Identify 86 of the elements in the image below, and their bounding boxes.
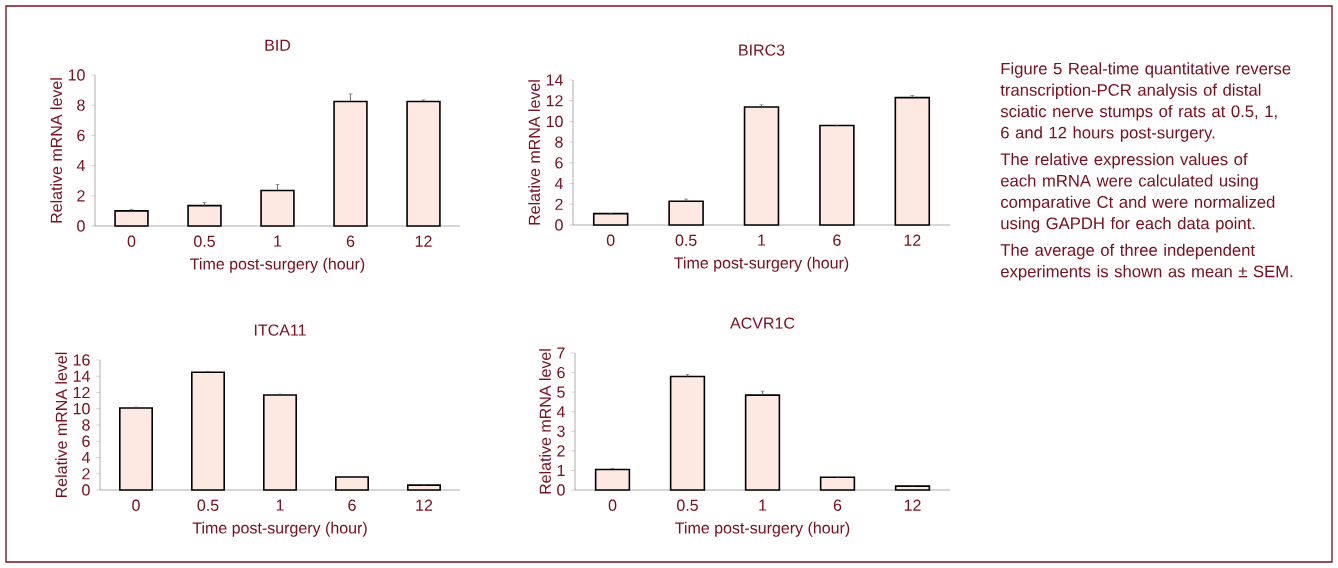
y-tick-label: 16 bbox=[73, 354, 90, 366]
y-axis-title: Relative mRNA level bbox=[528, 80, 540, 225]
x-tick-label: 6 bbox=[833, 499, 842, 511]
x-tick-label: 0.5 bbox=[197, 499, 219, 511]
y-tick-label: 8 bbox=[82, 419, 90, 431]
bar bbox=[894, 485, 931, 491]
text: The average of three independent experiments is shown as mean ± SEM. bbox=[1000, 243, 1293, 281]
y-tick-label: 2 bbox=[77, 190, 85, 202]
chart-title: BID bbox=[265, 39, 291, 51]
y-tick-label: 8 bbox=[77, 99, 85, 111]
x-tick-label: 12 bbox=[904, 499, 921, 511]
bar bbox=[592, 212, 629, 226]
x-tick-label: 0 bbox=[606, 234, 615, 246]
bar bbox=[894, 96, 931, 226]
y-tick-label: 6 bbox=[557, 366, 565, 379]
bar bbox=[743, 106, 780, 226]
x-tick-label: 1 bbox=[274, 235, 282, 247]
x-axis-title: Time post-surgery (hour) bbox=[674, 256, 849, 272]
y-tick-label: 4 bbox=[76, 160, 85, 172]
y-tick-label: 2 bbox=[555, 198, 563, 210]
caption: Figure 5 Real-time quantitative reverse transcription-PCR analysis of distal sciatic nerve stumps of rats at 0.5, 1, 6 and 12 hours post-surgery. bbox=[1000, 62, 1291, 142]
x-axis-title: Time post-surgery (hour) bbox=[190, 257, 365, 273]
x-tick-label: 1 bbox=[759, 499, 767, 511]
x-tick-label: 6 bbox=[346, 235, 355, 247]
y-tick-label: 6 bbox=[555, 157, 563, 169]
y-tick-label: 0 bbox=[557, 484, 565, 496]
y-tick-label: 12 bbox=[546, 95, 563, 107]
y-axis-title: Relative mRNA level bbox=[50, 78, 62, 223]
x-tick-label: 1 bbox=[758, 234, 766, 246]
x-tick-label: 0 bbox=[608, 499, 617, 511]
bar bbox=[819, 124, 855, 226]
bar bbox=[119, 407, 153, 491]
y-tick-label: 6 bbox=[82, 435, 90, 447]
y-tick-label: 6 bbox=[77, 129, 85, 142]
x-tick-label: 6 bbox=[348, 499, 356, 511]
text: The relative expression values of each mRNA were calculated using comparative Ct and were normalized using GAPDH for each data point. bbox=[1000, 152, 1275, 233]
bar bbox=[406, 100, 441, 227]
x-tick-label: 0.5 bbox=[677, 499, 698, 511]
y-tick-label: 0 bbox=[555, 219, 563, 231]
y-tick-label: 5 bbox=[557, 386, 565, 398]
x-tick-label: 1 bbox=[276, 499, 284, 511]
y-tick-label: 8 bbox=[555, 136, 563, 148]
x-tick-label: 12 bbox=[416, 499, 433, 511]
y-axis-title: Relative mRNA level bbox=[55, 352, 67, 498]
y-tick-label: 12 bbox=[73, 386, 90, 399]
y-tick-label: 10 bbox=[546, 115, 563, 128]
y-axis-title: Relative mRNA level bbox=[539, 349, 551, 494]
y-tick-label: 7 bbox=[557, 347, 565, 359]
bar bbox=[191, 371, 225, 491]
y-tick-label: 3 bbox=[557, 425, 565, 437]
bar bbox=[407, 484, 441, 491]
x-tick-label: 6 bbox=[833, 234, 841, 246]
bar bbox=[114, 210, 149, 227]
bar bbox=[187, 204, 222, 227]
chart-title: ACVR1C bbox=[730, 317, 795, 329]
x-axis-title: Time post-surgery (hour) bbox=[675, 521, 850, 537]
y-tick-label: 1 bbox=[557, 464, 565, 476]
y-tick-label: 14 bbox=[546, 74, 563, 86]
bar bbox=[669, 375, 706, 491]
y-tick-label: 10 bbox=[73, 403, 90, 415]
x-tick-label: 12 bbox=[415, 235, 432, 247]
bar bbox=[263, 394, 297, 491]
bar bbox=[260, 189, 295, 227]
y-tick-label: 10 bbox=[68, 69, 85, 81]
bar bbox=[333, 100, 368, 227]
y-tick-label: 4 bbox=[554, 178, 563, 190]
y-tick-label: 4 bbox=[556, 406, 565, 418]
y-tick-label: 0 bbox=[82, 484, 90, 496]
x-tick-label: 0.5 bbox=[675, 234, 697, 246]
y-tick-label: 14 bbox=[73, 370, 90, 382]
bar bbox=[594, 468, 631, 491]
bar bbox=[335, 476, 369, 491]
y-tick-label: 2 bbox=[82, 468, 90, 480]
x-tick-label: 0.5 bbox=[194, 235, 215, 247]
x-tick-label: 12 bbox=[904, 234, 921, 246]
x-tick-label: 0 bbox=[132, 499, 140, 511]
bar bbox=[668, 200, 704, 226]
chart-title: ITCA11 bbox=[254, 324, 306, 336]
chart-title: BIRC3 bbox=[739, 44, 785, 56]
x-tick-label: 0 bbox=[127, 235, 136, 247]
bar bbox=[744, 394, 781, 491]
x-axis-title: Time post-surgery (hour) bbox=[192, 521, 367, 537]
y-tick-label: 0 bbox=[77, 220, 85, 232]
bar bbox=[819, 476, 856, 491]
y-tick-label: 4 bbox=[81, 452, 90, 463]
y-tick-label: 2 bbox=[557, 445, 565, 457]
